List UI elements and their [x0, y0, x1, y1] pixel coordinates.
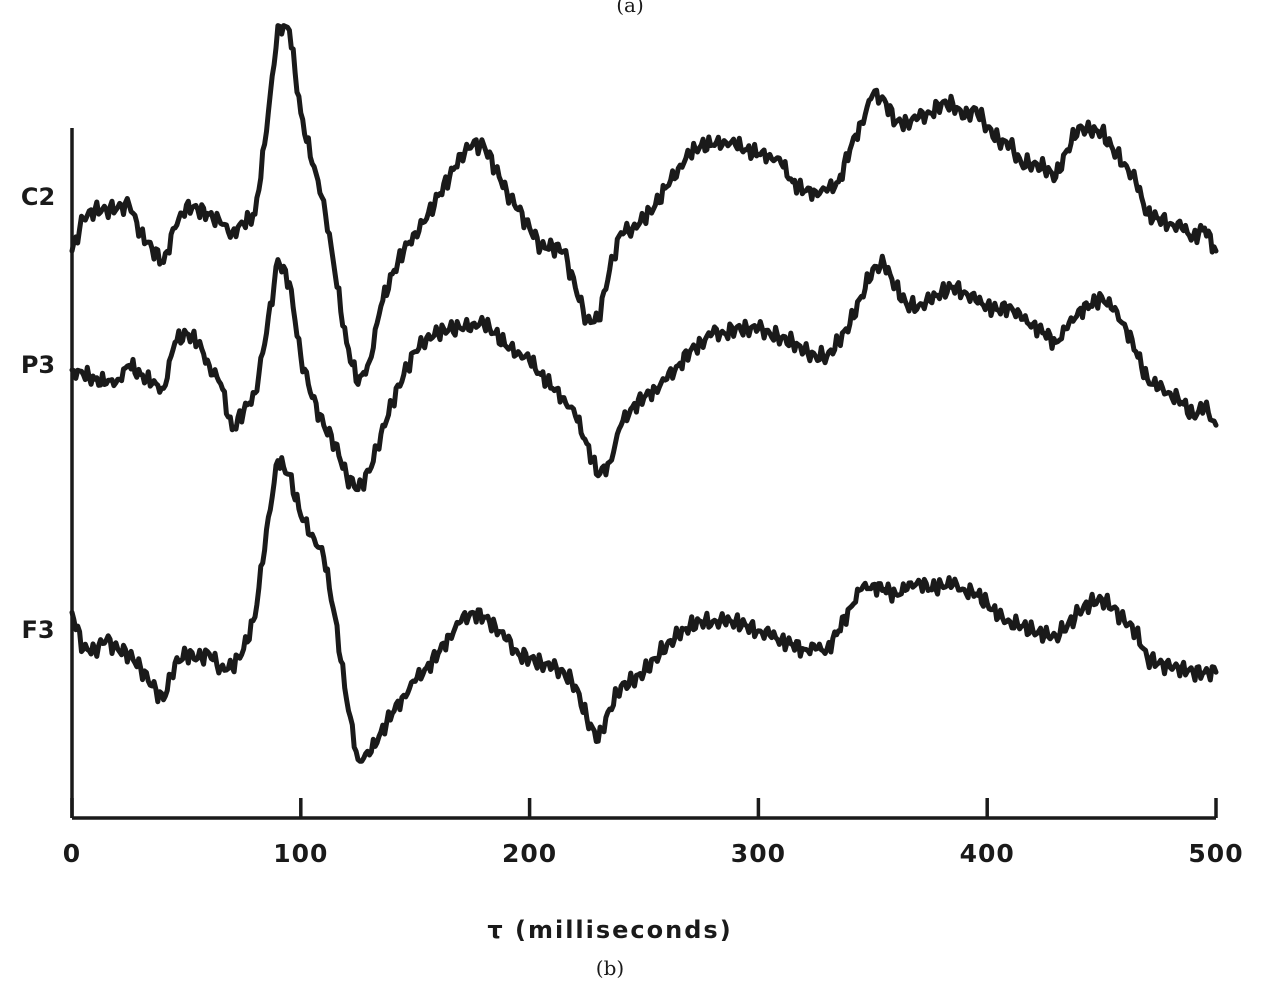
series-label-c2: C2 — [21, 183, 55, 211]
x-tick-label-300: 300 — [731, 839, 786, 868]
x-tick-label-400: 400 — [960, 839, 1015, 868]
caption-a: (a) — [616, 0, 644, 17]
trace-f3 — [69, 455, 1219, 764]
x-ticks: 0 100 200 300 400 500 — [63, 798, 1243, 868]
x-axis-label: τ (milliseconds) — [487, 916, 732, 944]
axes — [70, 128, 1216, 820]
series-label-p3: P3 — [21, 351, 55, 379]
traces — [69, 23, 1219, 764]
trace-c2 — [69, 23, 1219, 387]
x-tick-label-0: 0 — [63, 839, 81, 868]
x-tick-label-500: 500 — [1188, 839, 1243, 868]
trace-p3 — [69, 253, 1219, 493]
caption-b: (b) — [596, 956, 624, 980]
series-labels: C2 P3 F3 — [21, 183, 55, 644]
series-label-f3: F3 — [21, 616, 54, 644]
x-tick-label-200: 200 — [502, 839, 557, 868]
x-tick-label-100: 100 — [273, 839, 328, 868]
